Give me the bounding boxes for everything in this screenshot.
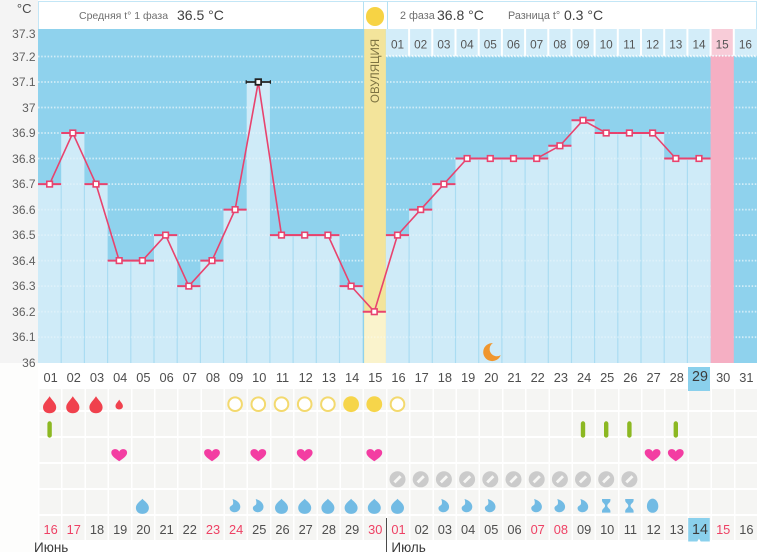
- svg-text:15: 15: [716, 38, 730, 52]
- svg-text:02: 02: [414, 38, 427, 52]
- svg-text:06: 06: [507, 38, 521, 52]
- svg-text:ОВУЛЯЦИЯ: ОВУЛЯЦИЯ: [370, 39, 382, 103]
- svg-text:16: 16: [739, 38, 753, 52]
- svg-text:11: 11: [623, 38, 635, 52]
- svg-text:07: 07: [530, 38, 543, 52]
- svg-text:01: 01: [391, 38, 404, 52]
- svg-text:13: 13: [669, 38, 683, 52]
- svg-text:09: 09: [576, 38, 589, 52]
- svg-text:08: 08: [553, 38, 567, 52]
- svg-text:12: 12: [646, 38, 659, 52]
- svg-text:14: 14: [692, 38, 706, 52]
- svg-text:10: 10: [600, 38, 614, 52]
- svg-text:03: 03: [437, 38, 451, 52]
- svg-text:04: 04: [461, 38, 475, 52]
- svg-text:05: 05: [484, 38, 498, 52]
